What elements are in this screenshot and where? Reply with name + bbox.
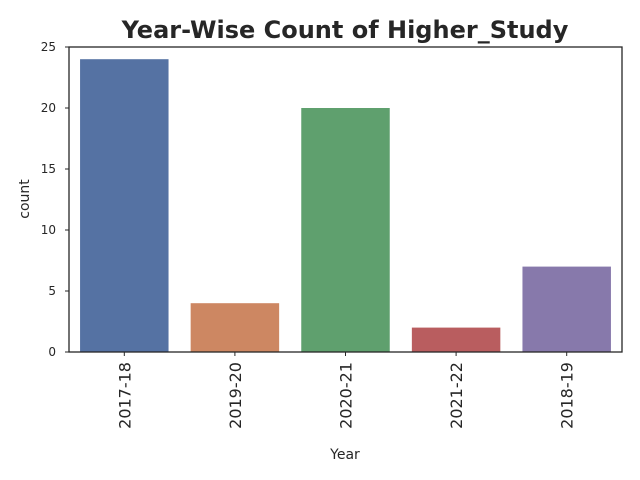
x-tick-label: 2020-21 <box>337 362 356 429</box>
y-tick-label: 10 <box>41 223 56 237</box>
y-tick-label: 5 <box>48 284 56 298</box>
bar-2020-21 <box>301 108 390 352</box>
y-tick-label: 15 <box>41 162 56 176</box>
bar-2018-19 <box>522 266 611 352</box>
x-tick-label: 2018-19 <box>558 362 577 429</box>
bar-2021-22 <box>411 327 501 352</box>
x-tick-label: 2019-20 <box>226 362 245 429</box>
y-axis-label: count <box>17 179 33 219</box>
bar-2017-18 <box>80 59 169 352</box>
y-tick-label: 25 <box>41 40 56 54</box>
chart-title: Year-Wise Count of Higher_Study <box>121 16 569 44</box>
y-tick-label: 20 <box>41 101 56 115</box>
bar-2019-20 <box>190 303 280 352</box>
x-tick-label: 2017-18 <box>115 362 134 429</box>
x-tick-label: 2021-22 <box>447 362 466 429</box>
x-axis-label: Year <box>329 447 360 463</box>
y-tick-label: 0 <box>48 345 56 359</box>
